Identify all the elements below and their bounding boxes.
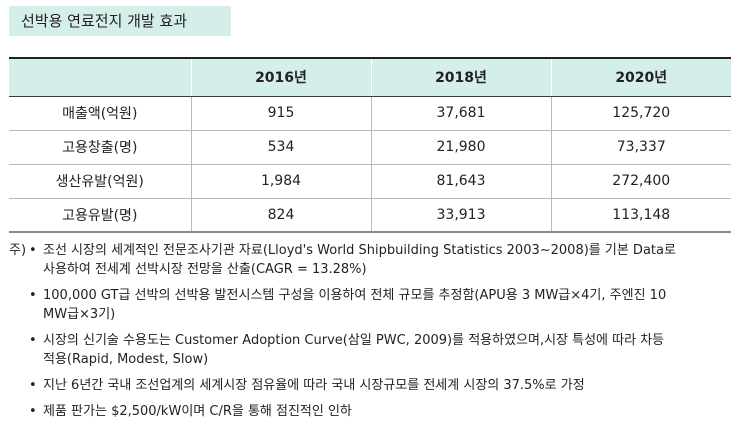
- effects-table: 2016년 2018년 2020년 매출액(억원) 915 37,681 125…: [9, 57, 731, 233]
- bullet-icon: •: [29, 288, 37, 303]
- cell-2020: 113,148: [550, 198, 731, 233]
- table-row: 고용창출(명) 534 21,980 73,337: [9, 130, 731, 165]
- footnote-item: • 제품 판가는 $2,500/kW이며 C/R을 통해 점진적인 인하: [9, 402, 737, 421]
- bullet-icon: •: [29, 378, 37, 393]
- footnote-item: • 100,000 GT급 선박의 선박용 발전시스템 구성을 이용하여 전체 …: [9, 286, 737, 324]
- cell-2020: 73,337: [550, 130, 731, 165]
- row-label: 고용유발(명): [9, 198, 191, 233]
- row-label: 고용창출(명): [9, 130, 191, 165]
- cell-2018: 37,681: [370, 96, 551, 131]
- table-header-row: 2016년 2018년 2020년: [9, 57, 731, 97]
- footnote-text: 제품 판가는 $2,500/kW이며 C/R을 통해 점진적인 인하: [43, 404, 352, 419]
- header-corner: [9, 57, 191, 97]
- cell-2016: 1,984: [190, 164, 371, 199]
- header-2020: 2020년: [550, 57, 731, 97]
- header-2016: 2016년: [190, 57, 371, 97]
- bullet-icon: •: [29, 333, 37, 348]
- row-label: 생산유발(억원): [9, 164, 191, 199]
- cell-2018: 81,643: [370, 164, 551, 199]
- table-row: 생산유발(억원) 1,984 81,643 272,400: [9, 164, 731, 199]
- footnote-item: • 조선 시장의 세계적인 전문조사기관 자료(Lloyd's World Sh…: [9, 241, 737, 279]
- bullet-icon: •: [29, 243, 37, 258]
- footnote-prefix: 주): [9, 243, 27, 258]
- cell-2016: 534: [190, 130, 371, 165]
- footnote-item: • 지난 6년간 국내 조선업계의 세계시장 점유율에 따라 국내 시장규모를 …: [9, 376, 737, 395]
- footnote-text: 시장의 신기술 수용도는 Customer Adoption Curve(삼일 …: [43, 333, 665, 367]
- cell-2018: 33,913: [370, 198, 551, 233]
- table-row: 고용유발(명) 824 33,913 113,148: [9, 198, 731, 233]
- footnote-text: 100,000 GT급 선박의 선박용 발전시스템 구성을 이용하여 전체 규모…: [43, 288, 667, 322]
- footnotes: 주) • 조선 시장의 세계적인 전문조사기관 자료(Lloyd's World…: [9, 241, 737, 428]
- cell-2020: 125,720: [550, 96, 731, 131]
- footnote-text: 지난 6년간 국내 조선업계의 세계시장 점유율에 따라 국내 시장규모를 전세…: [43, 378, 585, 393]
- header-2018: 2018년: [370, 57, 551, 97]
- row-label: 매출액(억원): [9, 96, 191, 131]
- bullet-icon: •: [29, 404, 37, 419]
- footnote-text: 조선 시장의 세계적인 전문조사기관 자료(Lloyd's World Ship…: [43, 243, 676, 277]
- cell-2018: 21,980: [370, 130, 551, 165]
- cell-2016: 824: [190, 198, 371, 233]
- section-title: 선박용 연료전지 개발 효과: [9, 6, 231, 36]
- table-row: 매출액(억원) 915 37,681 125,720: [9, 96, 731, 131]
- cell-2020: 272,400: [550, 164, 731, 199]
- cell-2016: 915: [190, 96, 371, 131]
- footnote-item: • 시장의 신기술 수용도는 Customer Adoption Curve(삼…: [9, 331, 737, 369]
